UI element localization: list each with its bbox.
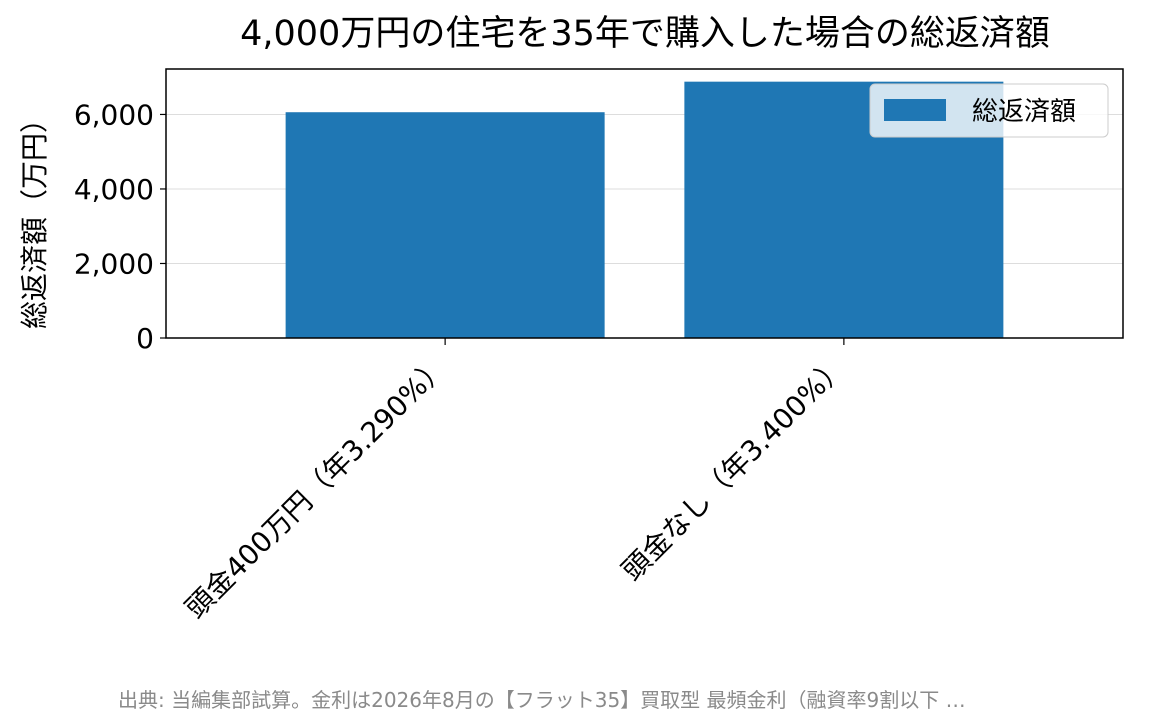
source-note: 出典: 当編集部試算。金利は2026年8月の【フラット35】買取型 最頻金利（融…	[118, 688, 966, 712]
legend-swatch	[884, 99, 946, 121]
y-axis-ticks: 0 2,000 4,000 6,000	[74, 98, 166, 355]
legend: 総返済額	[869, 83, 1109, 138]
legend-label: 総返済額	[972, 97, 1076, 127]
y-tick-label: 0	[136, 322, 154, 355]
bars	[285, 81, 1004, 338]
bar	[285, 112, 605, 338]
legend-box	[869, 83, 1109, 138]
y-tick-label: 6,000	[74, 98, 154, 131]
plot-frame	[165, 68, 1124, 339]
x-tick-label: 頭金400万円（年3.290%）	[179, 350, 454, 625]
y-tick-label: 2,000	[74, 247, 154, 280]
x-tick-label: 頭金なし（年3.400%）	[615, 350, 852, 587]
x-axis-ticks: 頭金400万円（年3.290%） 頭金なし（年3.400%）	[179, 338, 853, 625]
y-axis-label: 総返済額（万円）	[18, 105, 51, 329]
y-tick-label: 4,000	[74, 173, 154, 206]
chart-title: 4,000万円の住宅を35年で購入した場合の総返済額	[240, 14, 1050, 54]
